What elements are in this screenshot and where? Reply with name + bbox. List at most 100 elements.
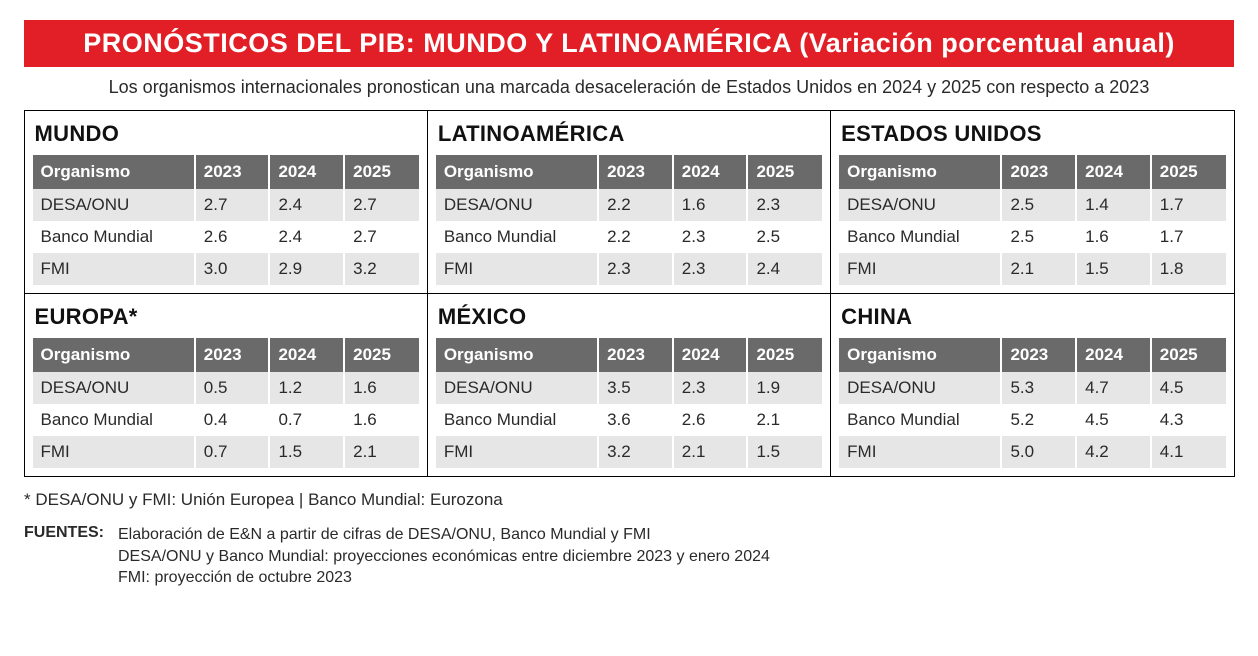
subtitle: Los organismos internacionales pronostic… [24, 67, 1234, 110]
value-cell: 1.6 [344, 404, 419, 436]
panel: CHINAOrganismo202320242025DESA/ONU5.34.7… [830, 293, 1234, 477]
value-cell: 2.2 [598, 189, 673, 221]
value-cell: 2.1 [344, 436, 419, 468]
value-cell: 1.2 [269, 372, 344, 404]
org-cell: Banco Mundial [436, 404, 598, 436]
table-row: FMI5.04.24.1 [839, 436, 1225, 468]
value-cell: 2.1 [1001, 253, 1076, 285]
value-cell: 3.5 [598, 372, 673, 404]
value-cell: 2.3 [747, 189, 822, 221]
org-cell: FMI [436, 253, 598, 285]
column-header: 2023 [598, 155, 673, 189]
org-cell: DESA/ONU [436, 189, 598, 221]
value-cell: 1.6 [1076, 221, 1151, 253]
table-row: Banco Mundial5.24.54.3 [839, 404, 1225, 436]
value-cell: 2.2 [598, 221, 673, 253]
data-table: Organismo202320242025DESA/ONU0.51.21.6Ba… [33, 338, 419, 468]
org-cell: Banco Mundial [839, 404, 1001, 436]
value-cell: 2.7 [195, 189, 270, 221]
column-header: Organismo [33, 155, 195, 189]
org-cell: FMI [436, 436, 598, 468]
source-line: FMI: proyección de octubre 2023 [118, 567, 770, 589]
data-table: Organismo202320242025DESA/ONU3.52.31.9Ba… [436, 338, 822, 468]
org-cell: DESA/ONU [839, 372, 1001, 404]
panel-title: MUNDO [35, 121, 417, 147]
column-header: Organismo [436, 338, 598, 372]
column-header: 2025 [344, 155, 419, 189]
panel: ESTADOS UNIDOSOrganismo202320242025DESA/… [830, 110, 1234, 294]
panel-title: EUROPA* [35, 304, 417, 330]
table-row: DESA/ONU3.52.31.9 [436, 372, 822, 404]
value-cell: 4.5 [1151, 372, 1226, 404]
table-row: DESA/ONU2.72.42.7 [33, 189, 419, 221]
org-cell: Banco Mundial [33, 404, 195, 436]
panel: LATINOAMÉRICAOrganismo202320242025DESA/O… [427, 110, 831, 294]
value-cell: 2.4 [747, 253, 822, 285]
table-row: Banco Mundial0.40.71.6 [33, 404, 419, 436]
figure-root: PRONÓSTICOS DEL PIB: MUNDO Y LATINOAMÉRI… [0, 0, 1258, 609]
value-cell: 5.2 [1001, 404, 1076, 436]
table-row: Banco Mundial2.22.32.5 [436, 221, 822, 253]
value-cell: 5.3 [1001, 372, 1076, 404]
column-header: Organismo [33, 338, 195, 372]
table-row: Banco Mundial2.62.42.7 [33, 221, 419, 253]
value-cell: 1.6 [344, 372, 419, 404]
table-row: DESA/ONU0.51.21.6 [33, 372, 419, 404]
data-table: Organismo202320242025DESA/ONU2.72.42.7Ba… [33, 155, 419, 285]
value-cell: 3.0 [195, 253, 270, 285]
table-row: DESA/ONU2.51.41.7 [839, 189, 1225, 221]
value-cell: 4.5 [1076, 404, 1151, 436]
table-row: DESA/ONU5.34.74.5 [839, 372, 1225, 404]
table-row: FMI3.02.93.2 [33, 253, 419, 285]
value-cell: 5.0 [1001, 436, 1076, 468]
org-cell: DESA/ONU [436, 372, 598, 404]
org-cell: DESA/ONU [33, 189, 195, 221]
value-cell: 2.6 [673, 404, 748, 436]
panel: MUNDOOrganismo202320242025DESA/ONU2.72.4… [24, 110, 428, 294]
column-header: 2023 [1001, 338, 1076, 372]
value-cell: 0.7 [269, 404, 344, 436]
value-cell: 2.3 [673, 221, 748, 253]
value-cell: 2.5 [747, 221, 822, 253]
value-cell: 2.5 [1001, 221, 1076, 253]
table-row: FMI2.11.51.8 [839, 253, 1225, 285]
value-cell: 2.3 [673, 372, 748, 404]
value-cell: 2.1 [673, 436, 748, 468]
column-header: Organismo [839, 338, 1001, 372]
value-cell: 2.6 [195, 221, 270, 253]
panel-title: MÉXICO [438, 304, 820, 330]
sources-label: FUENTES: [24, 524, 104, 589]
org-cell: FMI [839, 436, 1001, 468]
table-row: Banco Mundial3.62.62.1 [436, 404, 822, 436]
value-cell: 0.5 [195, 372, 270, 404]
column-header: 2025 [747, 338, 822, 372]
value-cell: 2.1 [747, 404, 822, 436]
column-header: 2023 [195, 338, 270, 372]
value-cell: 3.2 [598, 436, 673, 468]
column-header: 2025 [747, 155, 822, 189]
column-header: 2023 [1001, 155, 1076, 189]
value-cell: 4.2 [1076, 436, 1151, 468]
column-header: Organismo [839, 155, 1001, 189]
value-cell: 3.2 [344, 253, 419, 285]
column-header: 2024 [673, 338, 748, 372]
column-header: 2024 [673, 155, 748, 189]
table-row: FMI0.71.52.1 [33, 436, 419, 468]
org-cell: Banco Mundial [436, 221, 598, 253]
column-header: 2024 [1076, 338, 1151, 372]
table-row: Banco Mundial2.51.61.7 [839, 221, 1225, 253]
value-cell: 1.7 [1151, 221, 1226, 253]
org-cell: DESA/ONU [839, 189, 1001, 221]
org-cell: FMI [839, 253, 1001, 285]
sources-block: FUENTES: Elaboración de E&N a partir de … [24, 524, 1234, 589]
value-cell: 2.3 [598, 253, 673, 285]
column-header: 2025 [344, 338, 419, 372]
org-cell: Banco Mundial [839, 221, 1001, 253]
table-row: FMI2.32.32.4 [436, 253, 822, 285]
value-cell: 4.7 [1076, 372, 1151, 404]
value-cell: 2.3 [673, 253, 748, 285]
panel: EUROPA* Organismo202320242025DESA/ONU0.51… [24, 293, 428, 477]
value-cell: 0.7 [195, 436, 270, 468]
value-cell: 1.4 [1076, 189, 1151, 221]
value-cell: 1.6 [673, 189, 748, 221]
